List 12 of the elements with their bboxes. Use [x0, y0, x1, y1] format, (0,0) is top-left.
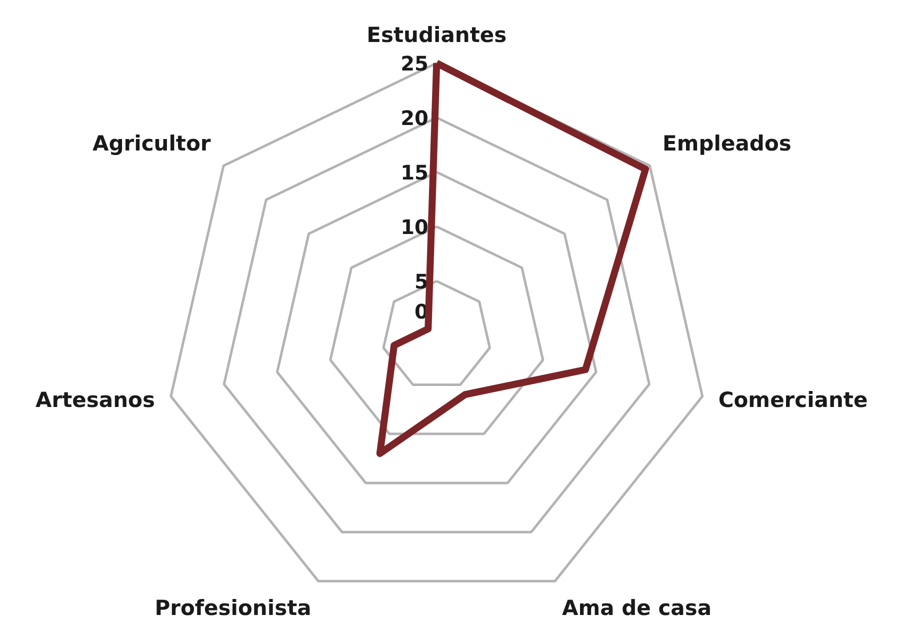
spoke-label: Artesanos — [36, 388, 155, 412]
spoke-label: Ama de casa — [562, 596, 712, 620]
spoke-label: Profesionista — [154, 596, 312, 620]
spoke-label: Agricultor — [92, 132, 212, 156]
y-tick-label: 15 — [400, 160, 428, 185]
y-tick-label: 10 — [400, 215, 428, 240]
y-tick-label: 20 — [400, 106, 428, 130]
spoke-label: Estudiantes — [366, 22, 507, 47]
spoke-label: Comerciante — [718, 388, 868, 412]
y-tick-label: 5 — [414, 270, 428, 294]
y-tick-label: 25 — [400, 52, 428, 76]
spoke-label: Empleados — [662, 132, 792, 156]
